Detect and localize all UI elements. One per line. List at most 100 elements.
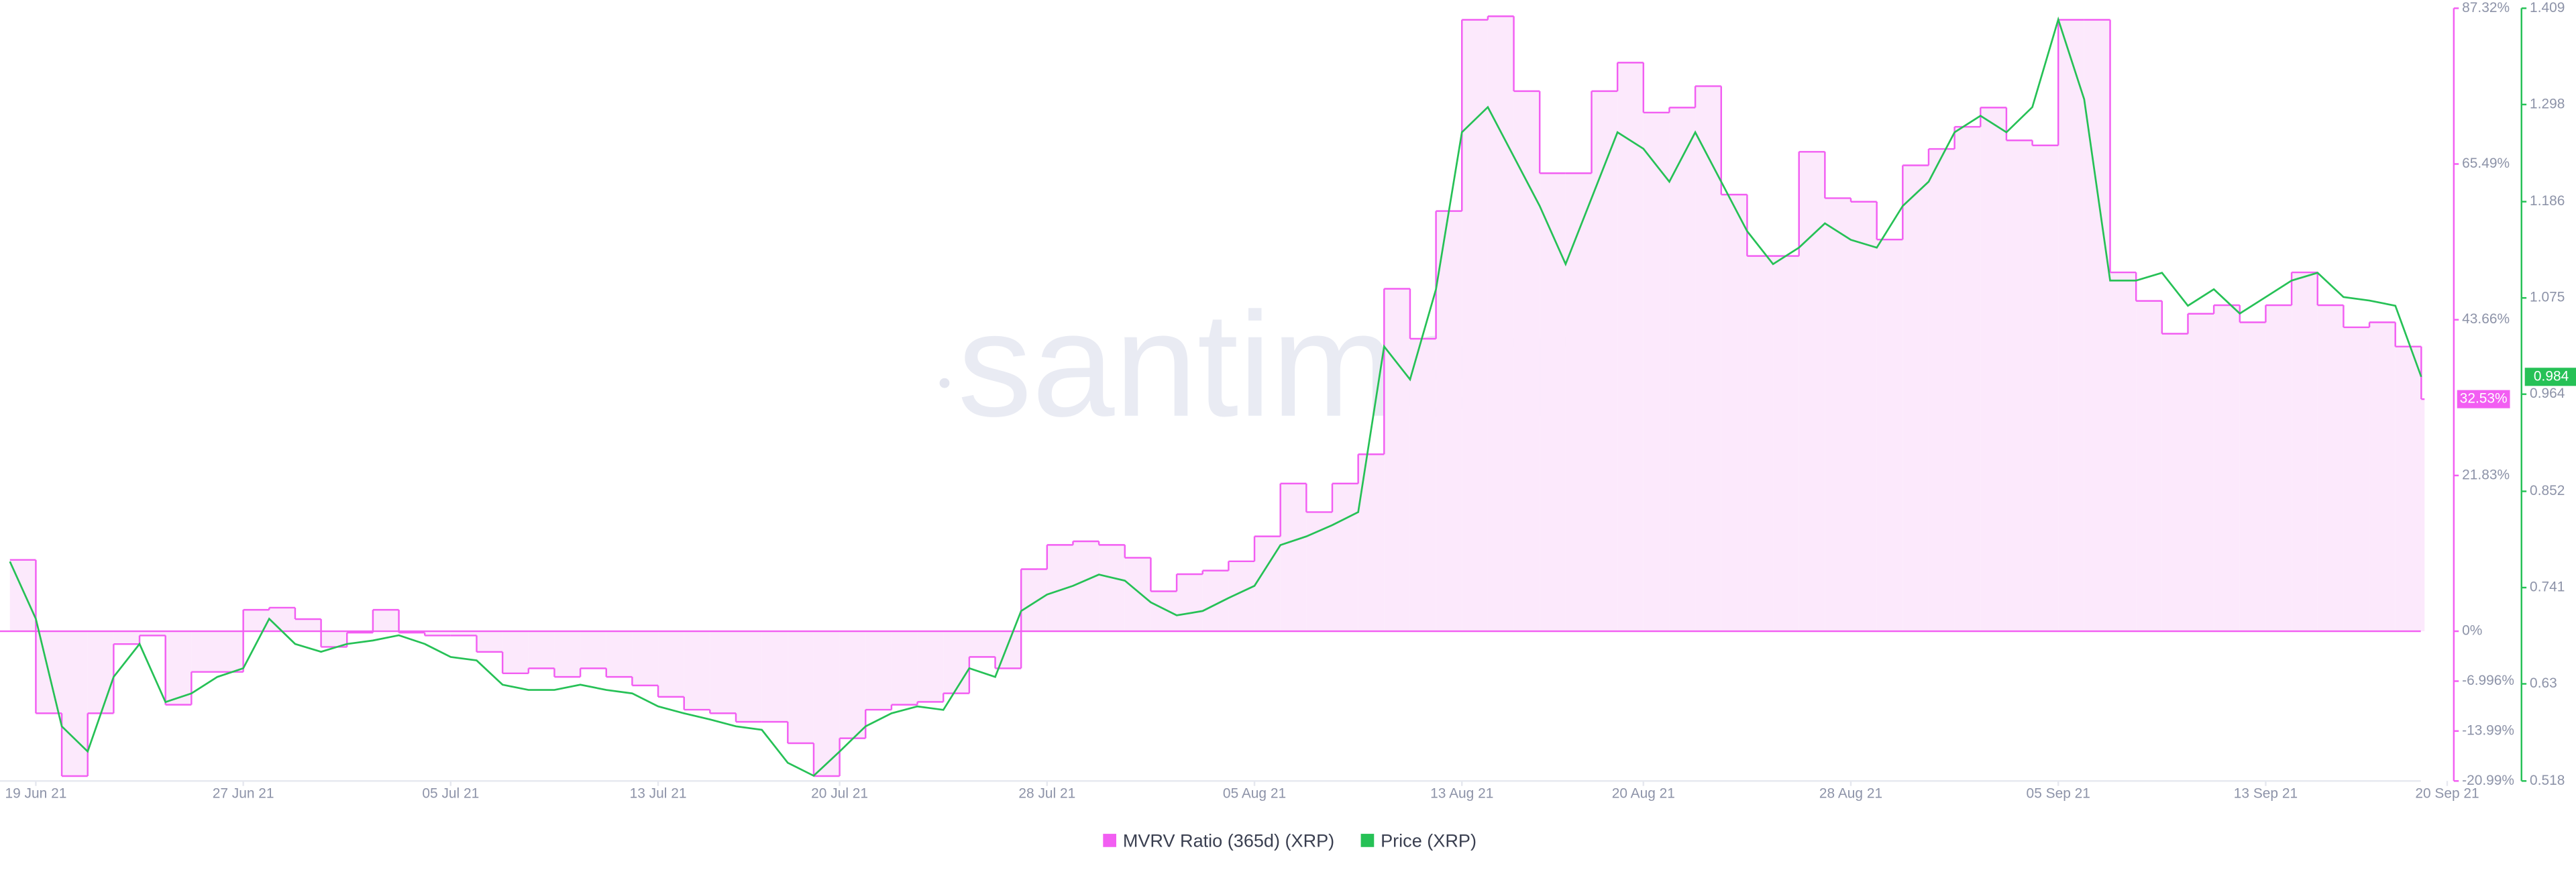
- mvrv-area: [2058, 19, 2084, 632]
- x-tick-label: 28 Jul 21: [1018, 786, 1075, 802]
- mvrv-area: [632, 631, 659, 686]
- x-tick-label: 28 Aug 21: [1819, 786, 1882, 802]
- x-tick-label: 20 Aug 21: [1612, 786, 1675, 802]
- mvrv-area: [217, 631, 244, 672]
- y-tick-label: 0%: [2462, 623, 2482, 639]
- mvrv-area: [813, 631, 840, 776]
- y2-tick-label: 0.964: [2530, 386, 2565, 401]
- mvrv-area: [2421, 399, 2425, 632]
- mvrv-area: [1954, 127, 1981, 632]
- legend-label: Price (XRP): [1381, 830, 1477, 851]
- y2-tick-label: 0.852: [2530, 483, 2565, 498]
- mvrv-area: [1409, 338, 1436, 632]
- mvrv-area: [788, 631, 814, 744]
- mvrv-area: [1073, 541, 1099, 632]
- mvrv-area: [761, 631, 788, 722]
- mvrv-area: [294, 618, 321, 632]
- y2-tick-label: 1.298: [2530, 96, 2565, 111]
- mvrv-area: [1513, 91, 1540, 632]
- y2-tick-label: 1.186: [2530, 193, 2565, 209]
- x-tick-label: 05 Sep 21: [2027, 786, 2090, 802]
- mvrv-area: [1565, 173, 1592, 632]
- y2-tick-label: 1.075: [2530, 290, 2565, 305]
- mvrv-area: [1124, 557, 1151, 632]
- mvrv-area: [2161, 333, 2188, 632]
- last-value-badge: [2457, 390, 2510, 408]
- mvrv-area: [969, 631, 996, 657]
- mvrv-area: [2188, 313, 2214, 632]
- y2-tick-label: 1.409: [2530, 0, 2565, 15]
- mvrv-area: [1384, 288, 1410, 632]
- mvrv-area: [1280, 483, 1307, 632]
- mvrv-area: [891, 631, 918, 705]
- mvrv-area: [1902, 165, 1929, 632]
- mvrv-area: [1643, 112, 1670, 632]
- mvrv-area: [554, 631, 581, 677]
- mvrv-area: [1669, 107, 1696, 632]
- mvrv-area: [450, 631, 477, 636]
- mvrv-area: [321, 631, 347, 647]
- x-tick-label: 20 Sep 21: [2415, 786, 2479, 802]
- y-tick-label: -20.99%: [2462, 773, 2514, 788]
- mvrv-area: [1928, 149, 1955, 632]
- mvrv-area: [580, 631, 606, 669]
- mvrv-area: [1487, 16, 1514, 632]
- mvrv-area: [865, 631, 892, 710]
- mvrv-area: [1462, 19, 1488, 632]
- mvrv-area: [2214, 305, 2240, 632]
- x-tick-label: 13 Sep 21: [2234, 786, 2298, 802]
- last-value-badge: [2524, 368, 2576, 386]
- mvrv-area: [87, 631, 114, 714]
- mvrv-area: [2343, 327, 2370, 632]
- y-tick-label: -13.99%: [2462, 722, 2514, 738]
- mvrv-area: [476, 631, 503, 652]
- mvrv-area: [1721, 195, 1748, 632]
- legend-label: MVRV Ratio (365d) (XRP): [1123, 830, 1334, 851]
- x-tick-label: 05 Aug 21: [1223, 786, 1286, 802]
- y-tick-label: 43.66%: [2462, 311, 2510, 327]
- last-value-label: 0.984: [2534, 368, 2569, 384]
- mvrv-area: [1980, 107, 2006, 632]
- legend-swatch: [1360, 834, 1375, 847]
- y2-tick-label: 0.63: [2530, 675, 2557, 691]
- mvrv-area: [943, 631, 969, 694]
- mvrv-area: [2292, 272, 2318, 632]
- mvrv-area: [191, 631, 217, 672]
- mvrv-area: [1695, 86, 1721, 632]
- y2-tick-label: 0.518: [2530, 773, 2565, 788]
- mvrv-area: [2006, 140, 2033, 632]
- legend-swatch: [1103, 834, 1116, 847]
- y-tick-label: 87.32%: [2462, 0, 2510, 15]
- mvrv-area: [1150, 591, 1177, 632]
- y-tick-label: 65.49%: [2462, 156, 2510, 171]
- mvrv-area: [1591, 91, 1618, 632]
- mvrv-area: [606, 631, 633, 677]
- x-tick-label: 27 Jun 21: [213, 786, 274, 802]
- mvrv-area: [502, 631, 529, 673]
- mvrv-area: [995, 631, 1022, 669]
- mvrv-area: [839, 631, 866, 739]
- mvrv-area: [372, 610, 399, 632]
- mvrv-area: [269, 607, 295, 632]
- mvrv-area: [2239, 322, 2266, 632]
- mvrv-area: [2395, 346, 2422, 632]
- mvrv-area: [2317, 305, 2344, 632]
- mvrv-area: [917, 631, 944, 702]
- mvrv-area: [2084, 19, 2110, 632]
- x-tick-label: 13 Jul 21: [630, 786, 687, 802]
- mvrv-area: [1876, 239, 1903, 632]
- mvrv-area: [1617, 62, 1644, 632]
- mvrv-area: [140, 631, 166, 636]
- watermark-dot: [939, 378, 950, 388]
- mvrv-area: [1747, 256, 1774, 632]
- mvrv-area: [1825, 198, 1851, 632]
- mvrv-area: [2369, 322, 2396, 632]
- mvrv-area: [1851, 201, 1877, 632]
- last-value-label: 32.53%: [2460, 391, 2508, 406]
- mvrv-area: [113, 631, 140, 645]
- mvrv-area: [684, 631, 710, 710]
- mvrv-area: [62, 631, 88, 776]
- x-tick-label: 05 Jul 21: [422, 786, 479, 802]
